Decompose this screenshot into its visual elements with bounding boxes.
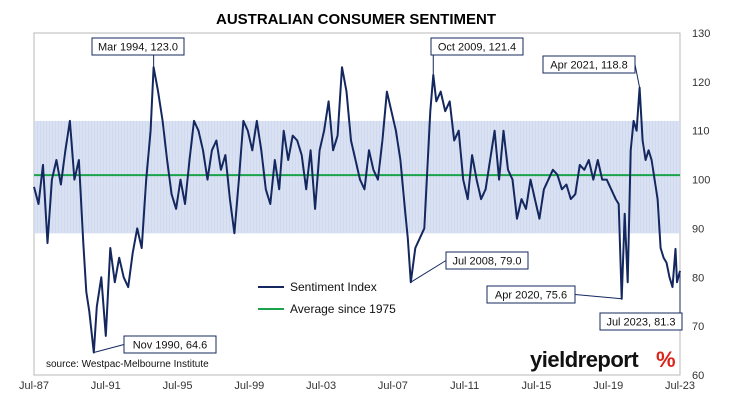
brand-percent: % — [656, 347, 676, 372]
x-tick-label: Jul-15 — [521, 380, 551, 392]
y-tick-label: 110 — [692, 126, 710, 138]
y-tick-label: 130 — [692, 28, 710, 40]
x-tick-label: Jul-95 — [163, 380, 193, 392]
legend-label-average: Average since 1975 — [290, 302, 396, 316]
x-tick-label: Jul-91 — [91, 380, 121, 392]
annotation-connector — [634, 64, 641, 88]
y-tick-label: 120 — [692, 77, 710, 89]
annotation-connector — [410, 260, 447, 283]
x-tick-label: Jul-23 — [665, 380, 695, 392]
annotation-box — [91, 37, 185, 56]
legend-label-sentiment: Sentiment Index — [290, 280, 377, 294]
y-tick-label: 90 — [692, 223, 704, 235]
x-tick-label: Jul-07 — [378, 380, 408, 392]
annotation-label: Nov 1990, 64.6 — [133, 340, 208, 352]
y-tick-label: 60 — [692, 370, 704, 382]
legend: Sentiment Index Average since 1975 — [258, 280, 396, 316]
annotation-label: Apr 2021, 118.8 — [550, 60, 627, 72]
annotation-label: Oct 2009, 121.4 — [438, 42, 516, 54]
y-tick-label: 70 — [692, 321, 704, 333]
yieldreport-logo: yieldreport % — [530, 347, 676, 372]
annotation-box — [542, 55, 636, 74]
annotation-box — [486, 285, 576, 304]
sentiment-line — [33, 66, 681, 354]
annotation-box — [445, 251, 529, 270]
chart-title: AUSTRALIAN CONSUMER SENTIMENT — [216, 11, 496, 28]
plot-area: 60 70 80 90 100 110 120 130 Jul-87 Jul-91 Jul-95 Ju… — [19, 28, 710, 392]
annotation-connector — [93, 344, 125, 354]
x-tick-label: Jul-11 — [450, 380, 479, 392]
x-tick-label: Jul-99 — [234, 380, 264, 392]
annotation-box — [599, 312, 683, 331]
x-tick-label: Jul-03 — [306, 380, 336, 392]
annotation-connector — [574, 294, 622, 300]
source-note: source: Westpac-Melbourne Institute — [46, 359, 209, 370]
y-tick-label: 80 — [692, 272, 704, 284]
x-tick-label: Jul-87 — [19, 380, 49, 392]
annotation-box — [123, 335, 217, 354]
brand-wordmark: yieldreport — [530, 347, 639, 372]
annotation-box — [430, 37, 524, 56]
annotation-label: Jul 2008, 79.0 — [452, 256, 521, 268]
annotation-label: Apr 2020, 75.6 — [495, 290, 567, 302]
annotation-label: Jul 2023, 81.3 — [606, 317, 675, 329]
annotation-label: Mar 1994, 123.0 — [98, 42, 178, 54]
y-tick-label: 100 — [692, 175, 710, 187]
x-tick-label: Jul-19 — [593, 380, 623, 392]
